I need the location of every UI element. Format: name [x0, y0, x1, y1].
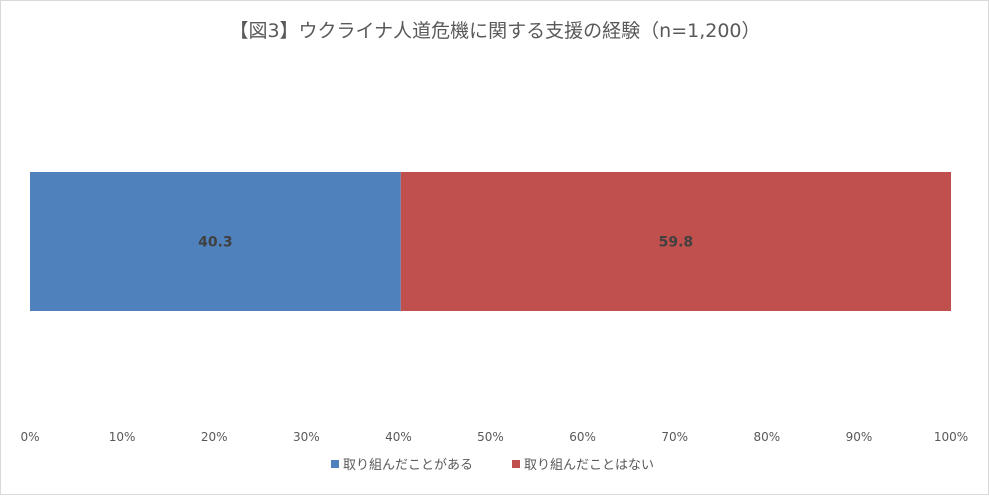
legend-label-2: 取り組んだことはない — [524, 458, 654, 473]
bar-segment-1 — [30, 172, 401, 311]
x-tick-label: 30% — [293, 430, 320, 444]
data-label-2: 59.8 — [659, 235, 694, 251]
bar-group — [30, 172, 951, 311]
x-tick-label: 100% — [934, 430, 968, 444]
legend-swatch-2 — [512, 460, 520, 468]
legend: 取り組んだことがある 取り組んだことはない — [331, 458, 654, 473]
bar-segment-2 — [400, 172, 951, 311]
data-label-group: 40.3 59.8 — [198, 235, 693, 251]
x-tick-label: 0% — [20, 430, 39, 444]
chart-title: 【図3】ウクライナ人道危機に関する支援の経験（n=1,200） — [229, 20, 760, 42]
x-tick-label: 80% — [753, 430, 780, 444]
legend-label-1: 取り組んだことがある — [343, 458, 473, 473]
x-tick-label: 90% — [846, 430, 873, 444]
x-tick-label: 20% — [201, 430, 228, 444]
data-label-1: 40.3 — [198, 235, 233, 251]
x-tick-label: 60% — [569, 430, 596, 444]
x-tick-label: 10% — [109, 430, 136, 444]
legend-swatch-1 — [331, 460, 339, 468]
x-tick-label: 70% — [661, 430, 688, 444]
x-axis-ticks: 0% 10% 20% 30% 40% 50% 60% 70% 80% 90% 100% — [20, 430, 968, 444]
x-tick-label: 40% — [385, 430, 412, 444]
x-tick-label: 50% — [477, 430, 504, 444]
